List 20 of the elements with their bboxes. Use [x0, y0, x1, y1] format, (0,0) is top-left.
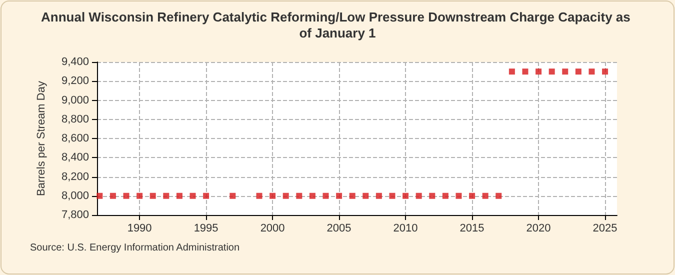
x-tick-label: 1990 — [127, 222, 152, 234]
y-tick-label: 8,600 — [61, 132, 89, 144]
x-tick-label: 2000 — [260, 222, 285, 234]
y-tick-label: 8,400 — [61, 152, 89, 164]
y-tick-label: 9,200 — [61, 75, 89, 88]
x-tick-label: 1995 — [194, 222, 218, 234]
y-tick-label: 8,200 — [61, 170, 89, 183]
source-note: Source: U.S. Energy Information Administration — [30, 242, 240, 254]
y-axis-title: Barrels per Stream Day — [36, 80, 48, 196]
x-tick-label: 2015 — [460, 222, 484, 234]
x-tick-label: 2020 — [526, 222, 551, 234]
x-tick-label: 2005 — [326, 222, 352, 234]
y-tick-label: 8,000 — [61, 190, 89, 202]
x-tick-label: 2025 — [592, 222, 618, 234]
y-tick-label: 9,000 — [61, 94, 89, 106]
x-tick-label: 2010 — [393, 222, 418, 234]
chart-title: Annual Wisconsin Refinery Catalytic Reforming/Low Pressure Downstream Charge Capacity as of January 1 — [41, 10, 634, 40]
y-tick-label: 8,800 — [61, 113, 89, 126]
y-tick-label: 7,800 — [61, 209, 89, 221]
y-tick-label: 9,400 — [61, 56, 89, 68]
